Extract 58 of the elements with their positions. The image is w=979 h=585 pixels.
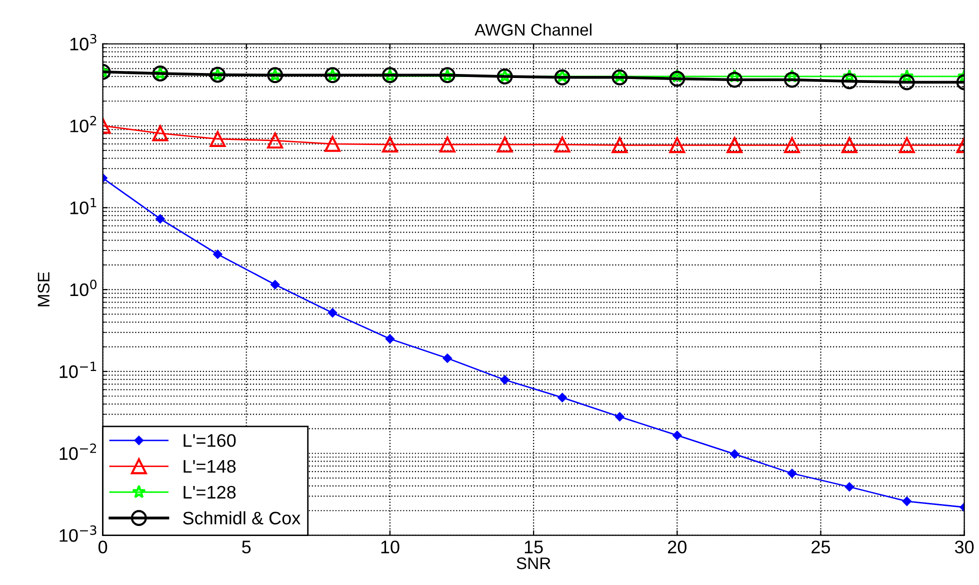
x-tick-label: 20: [668, 540, 686, 554]
point: [382, 136, 398, 153]
point: [726, 72, 743, 88]
legend-label: L'=148: [184, 460, 236, 473]
point: [669, 70, 686, 87]
point: [496, 136, 513, 153]
x-axis-title: SNR: [516, 557, 550, 570]
y-tick-label: 10$^{−2}$: [60, 443, 96, 460]
point: [787, 468, 797, 478]
y-tick-label: 10$^{−3}$: [60, 525, 96, 542]
point: [785, 69, 799, 83]
point: [385, 334, 395, 344]
y-axis-title: MSE: [38, 272, 50, 306]
point: [900, 69, 914, 83]
point: [270, 280, 280, 290]
point: [728, 69, 742, 83]
y-tick-label: 10$^{−1}$: [60, 362, 96, 378]
point: [558, 392, 567, 402]
x-tick-label: 0: [98, 540, 108, 554]
point: [324, 136, 341, 152]
y-tick-label: 10$^{1}$: [70, 198, 96, 214]
point: [210, 130, 226, 147]
point: [612, 137, 628, 154]
y-tick-label: 10$^{0}$: [70, 280, 97, 296]
chart-title: AWGN Channel: [474, 23, 592, 36]
x-tick-label: 15: [524, 540, 543, 554]
point: [213, 250, 222, 259]
x-tick-label: 5: [242, 540, 251, 554]
legend-label: L'=128: [184, 486, 236, 499]
point: [898, 74, 915, 90]
point: [898, 137, 915, 154]
point: [615, 412, 624, 422]
point: [156, 214, 165, 224]
legend-label: L'=160: [184, 434, 236, 447]
point: [726, 137, 743, 154]
y-tick-label: 10$^{2}$: [70, 116, 96, 132]
point: [500, 375, 510, 384]
point: [902, 496, 912, 506]
x-tick-label: 30: [954, 540, 974, 554]
point: [439, 136, 456, 153]
x-tick-label: 25: [812, 540, 830, 554]
point: [730, 449, 740, 459]
point: [670, 69, 684, 83]
point: [672, 430, 682, 440]
point: [784, 72, 800, 88]
point: [267, 132, 284, 149]
point: [554, 136, 570, 153]
legend-label: Schmidl & Cox: [183, 511, 300, 524]
point: [841, 137, 858, 154]
point: [784, 137, 800, 154]
point: [152, 125, 168, 142]
x-tick-label: 10: [381, 540, 400, 554]
point: [669, 137, 686, 154]
point: [442, 354, 452, 363]
point: [844, 482, 854, 492]
point: [841, 73, 858, 90]
point: [328, 308, 338, 318]
y-tick-label: 10$^{3}$: [70, 34, 96, 50]
